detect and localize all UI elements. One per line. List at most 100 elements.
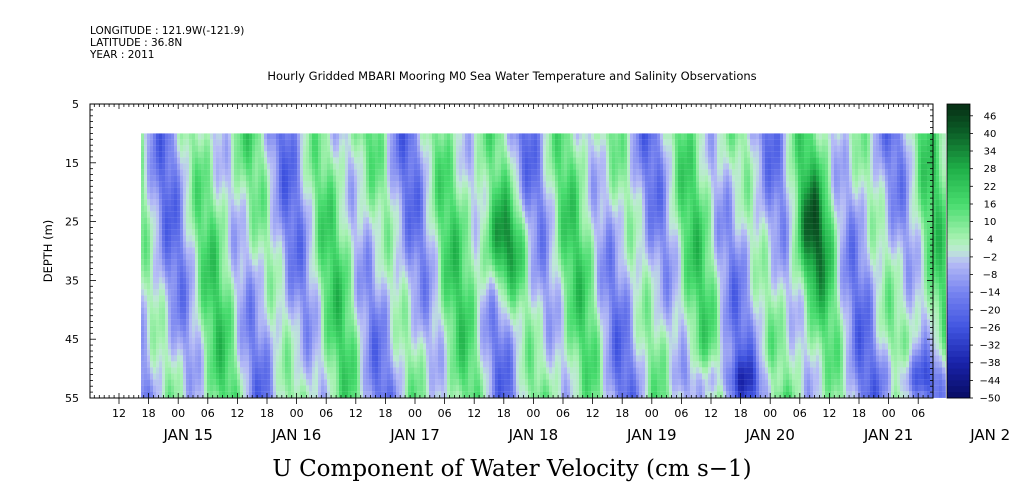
- heatmap-cell: [363, 223, 366, 230]
- heatmap-cell: [207, 217, 210, 224]
- heatmap-cell: [147, 241, 150, 248]
- heatmap-cell: [345, 187, 348, 194]
- heatmap-cell: [573, 133, 576, 140]
- heatmap-cell: [375, 205, 378, 212]
- heatmap-cell: [678, 133, 681, 140]
- heatmap-cell: [444, 241, 447, 248]
- heatmap-cell: [516, 151, 519, 158]
- heatmap-cell: [537, 169, 540, 176]
- heatmap-cell: [228, 145, 231, 152]
- heatmap-cell: [933, 163, 936, 170]
- heatmap-cell: [615, 193, 618, 200]
- heatmap-cell: [753, 139, 756, 146]
- heatmap-cell: [330, 187, 333, 194]
- heatmap-cell: [366, 235, 369, 242]
- heatmap-cell: [426, 163, 429, 170]
- heatmap-cell: [438, 205, 441, 212]
- heatmap-cell: [402, 241, 405, 248]
- heatmap-cell: [477, 205, 480, 212]
- heatmap-cell: [756, 223, 759, 230]
- heatmap-cell: [882, 169, 885, 176]
- heatmap-cell: [759, 169, 762, 176]
- heatmap-cell: [318, 223, 321, 230]
- heatmap-cell: [942, 229, 945, 236]
- heatmap-cell: [897, 139, 900, 146]
- heatmap-cell: [789, 175, 792, 182]
- heatmap-cell: [237, 187, 240, 194]
- heatmap-cell: [219, 133, 222, 140]
- heatmap-cell: [894, 235, 897, 242]
- heatmap-cell: [939, 229, 942, 236]
- heatmap-cell: [663, 175, 666, 182]
- heatmap-cell: [492, 205, 495, 212]
- heatmap-cell: [513, 187, 516, 194]
- heatmap-cell: [642, 139, 645, 146]
- heatmap-cell: [765, 235, 768, 242]
- heatmap-cell: [534, 193, 537, 200]
- heatmap-cell: [633, 223, 636, 230]
- heatmap-cell: [870, 211, 873, 218]
- heatmap-cell: [186, 199, 189, 206]
- heatmap-cell: [456, 175, 459, 182]
- heatmap-cell: [627, 169, 630, 176]
- heatmap-cell: [156, 133, 159, 140]
- heatmap-cell: [189, 151, 192, 158]
- heatmap-cell: [555, 217, 558, 224]
- heatmap-cell: [894, 163, 897, 170]
- heatmap-cell: [339, 193, 342, 200]
- heatmap-cell: [771, 163, 774, 170]
- heatmap-cell: [510, 187, 513, 194]
- heatmap-cell: [255, 241, 258, 248]
- heatmap-cell: [549, 217, 552, 224]
- heatmap-cell: [489, 157, 492, 164]
- heatmap-cell: [339, 181, 342, 188]
- heatmap-cell: [282, 175, 285, 182]
- heatmap-cell: [924, 181, 927, 188]
- heatmap-cell: [945, 229, 946, 236]
- heatmap-cell: [399, 175, 402, 182]
- heatmap-cell: [747, 151, 750, 158]
- heatmap-cell: [579, 151, 582, 158]
- heatmap-cell: [336, 139, 339, 146]
- heatmap-cell: [141, 151, 144, 158]
- heatmap-cell: [918, 133, 921, 140]
- heatmap-cell: [735, 151, 738, 158]
- heatmap-cell: [861, 151, 864, 158]
- heatmap-cell: [582, 235, 585, 242]
- heatmap-cell: [207, 211, 210, 218]
- heatmap-cell: [228, 211, 231, 218]
- heatmap-cell: [765, 223, 768, 230]
- heatmap-cell: [672, 223, 675, 230]
- heatmap-cell: [813, 169, 816, 176]
- heatmap-cell: [480, 193, 483, 200]
- heatmap-cell: [339, 163, 342, 170]
- heatmap-cell: [825, 175, 828, 182]
- heatmap-cell: [573, 199, 576, 206]
- heatmap-cell: [198, 139, 201, 146]
- heatmap-cell: [888, 139, 891, 146]
- heatmap-cell: [909, 139, 912, 146]
- heatmap-cell: [228, 235, 231, 242]
- heatmap-cell: [429, 223, 432, 230]
- heatmap-cell: [933, 223, 936, 230]
- heatmap-cell: [195, 133, 198, 140]
- heatmap-cell: [720, 193, 723, 200]
- heatmap-cell: [411, 133, 414, 140]
- heatmap-cell: [939, 151, 942, 158]
- heatmap-cell: [777, 229, 780, 236]
- heatmap-cell: [408, 217, 411, 224]
- heatmap-cell: [681, 229, 684, 236]
- heatmap-cell: [660, 223, 663, 230]
- heatmap-cell: [621, 229, 624, 236]
- heatmap-cell: [321, 163, 324, 170]
- heatmap-cell: [477, 193, 480, 200]
- heatmap-cell: [543, 199, 546, 206]
- heatmap-cell: [516, 175, 519, 182]
- heatmap-cell: [645, 151, 648, 158]
- heatmap-cell: [573, 157, 576, 164]
- heatmap-cell: [735, 133, 738, 140]
- heatmap-cell: [417, 199, 420, 206]
- heatmap-cell: [588, 181, 591, 188]
- heatmap-cell: [570, 187, 573, 194]
- heatmap-cell: [855, 139, 858, 146]
